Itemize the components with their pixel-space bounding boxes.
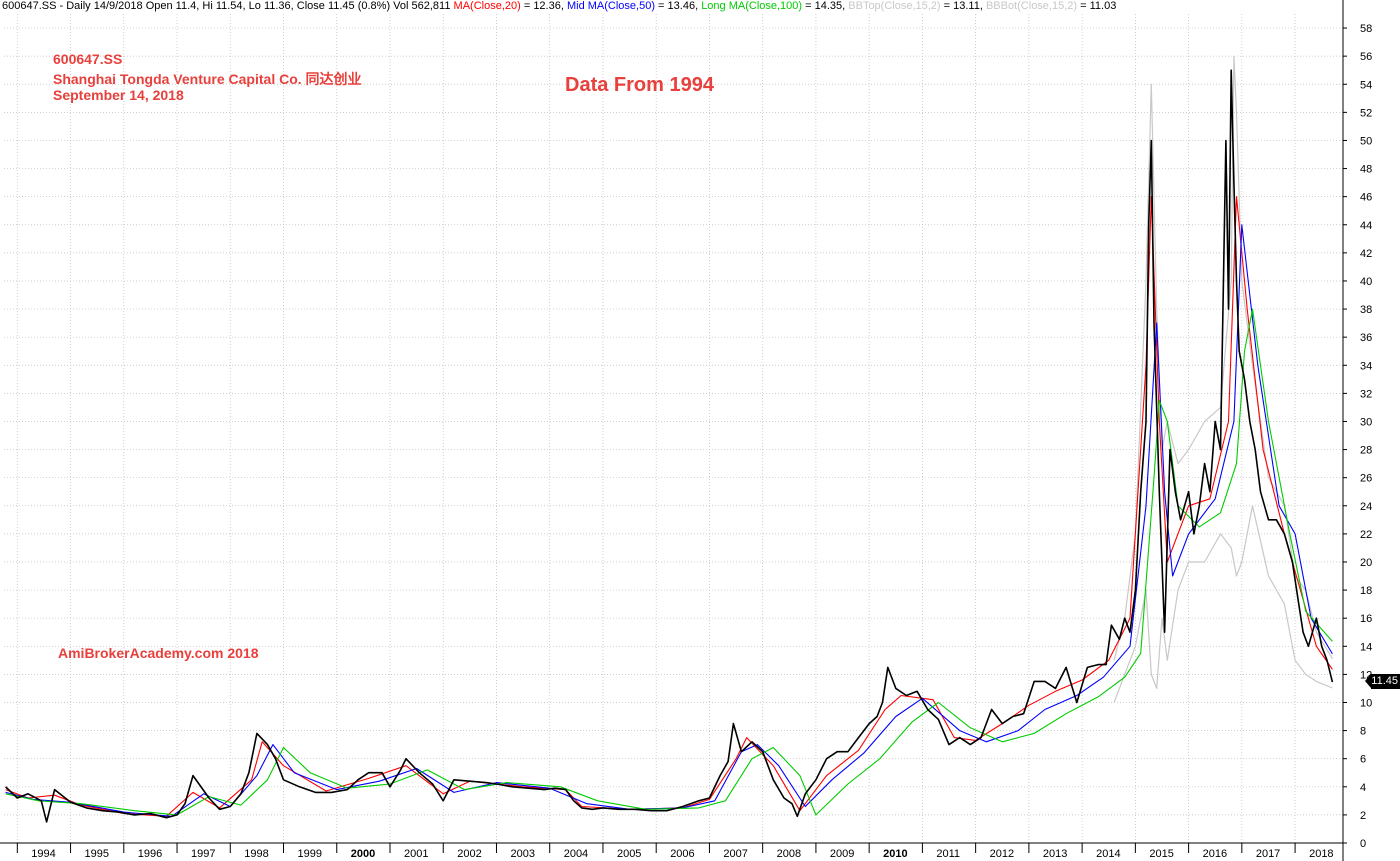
series-ma50 [5,224,1333,817]
x-tick-label: 2007 [723,848,747,860]
x-tick-label: 2001 [404,848,428,860]
annotation-ticker: 600647.SS [53,51,123,67]
y-tick-label: 16 [1360,613,1372,625]
header-bbbot-label: BBBot(Close,15,2) [985,0,1078,12]
header-ma100-label: Long MA(Close,100) [701,0,803,12]
header-bbbot-value: = 11.03 [1077,0,1117,12]
x-tick-label: 2002 [457,848,481,860]
x-tick-label: 2012 [990,848,1014,860]
y-tick-label: 20 [1360,557,1372,569]
y-tick-label: 58 [1360,23,1372,35]
x-tick-label: 1999 [298,848,322,860]
y-tick-label: 24 [1360,501,1372,513]
x-tick-label: 2018 [1309,848,1333,860]
header-ma50-value: = 13.46, [655,0,702,12]
x-tick-label: 2003 [510,848,534,860]
series-bbbot [1113,505,1333,703]
header-bbtop-label: BBTop(Close,15,2) [848,0,941,12]
y-tick-label: 50 [1360,135,1372,147]
y-tick-label: 52 [1360,107,1372,119]
x-tick-label: 1996 [138,848,162,860]
y-tick-label: 0 [1360,838,1366,850]
annotation-company: Shanghai Tongda Venture Capital Co. 同达创业 [53,71,362,87]
y-tick-label: 48 [1360,164,1372,176]
y-tick-label: 22 [1360,529,1372,541]
series-price [5,69,1334,823]
y-tick-label: 34 [1360,360,1372,372]
chart-header: 600647.SS - Daily 14/9/2018 Open 11.4, H… [2,0,1116,12]
x-tick-label: 2005 [617,848,641,860]
y-tick-label: 14 [1360,641,1372,653]
annotation-date: September 14, 2018 [53,87,184,103]
y-tick-label: 8 [1360,726,1366,738]
y-tick-label: 6 [1360,754,1366,766]
annotation-data-from: Data From 1994 [565,74,714,96]
x-tick-label: 2017 [1256,848,1280,860]
y-tick-label: 56 [1360,51,1372,63]
x-tick-label: 1995 [85,848,109,860]
y-tick-label: 2 [1360,810,1366,822]
series-ma20 [5,196,1333,817]
header-ma20-value: = 12.36, [520,0,567,12]
x-tick-label: 2016 [1203,848,1227,860]
moving-averages [5,196,1333,817]
annotation-brand: AmiBrokerAcademy.com 2018 [58,645,259,661]
x-tick-label: 1997 [191,848,215,860]
y-tick-label: 26 [1360,473,1372,485]
header-bbtop-value: = 13.11, [940,0,986,12]
y-tick-label: 30 [1360,416,1372,428]
x-tick-label: 2008 [777,848,801,860]
x-tick-label: 1998 [244,848,268,860]
x-tick-label: 2000 [351,848,375,860]
header-ma100-value: = 14.35, [802,0,849,12]
y-tick-label: 54 [1360,79,1372,91]
x-tick-label: 2004 [564,848,588,860]
y-tick-label: 42 [1360,248,1372,260]
y-tick-label: 44 [1360,220,1372,232]
y-tick-label: 46 [1360,192,1372,204]
series-ma100 [5,308,1333,816]
x-tick-label: 1994 [31,848,55,860]
x-tick-label: 2009 [830,848,854,860]
y-tick-label: 38 [1360,304,1372,316]
price-series [5,69,1334,823]
y-tick-label: 36 [1360,332,1372,344]
header-prefix: 600647.SS - Daily 14/9/2018 Open 11.4, H… [2,0,451,12]
header-ma20-label: MA(Close,20) [453,0,521,12]
x-tick-label: 2015 [1149,848,1173,860]
x-tick-label: 2010 [883,848,907,860]
y-tick-label: 40 [1360,276,1372,288]
y-tick-label: 4 [1360,782,1366,794]
x-tick-label: 2013 [1043,848,1067,860]
x-tick-label: 2011 [936,848,960,860]
grid [4,14,1343,844]
y-tick-label: 18 [1360,585,1372,597]
y-tick-label: 32 [1360,388,1372,400]
y-tick-label: 10 [1360,697,1372,709]
x-tick-label: 2006 [670,848,694,860]
last-price-badge: 11.45 [1365,674,1400,689]
header-ma50-label: Mid MA(Close,50) [566,0,655,12]
y-tick-label: 28 [1360,445,1372,457]
x-tick-label: 2014 [1096,848,1120,860]
